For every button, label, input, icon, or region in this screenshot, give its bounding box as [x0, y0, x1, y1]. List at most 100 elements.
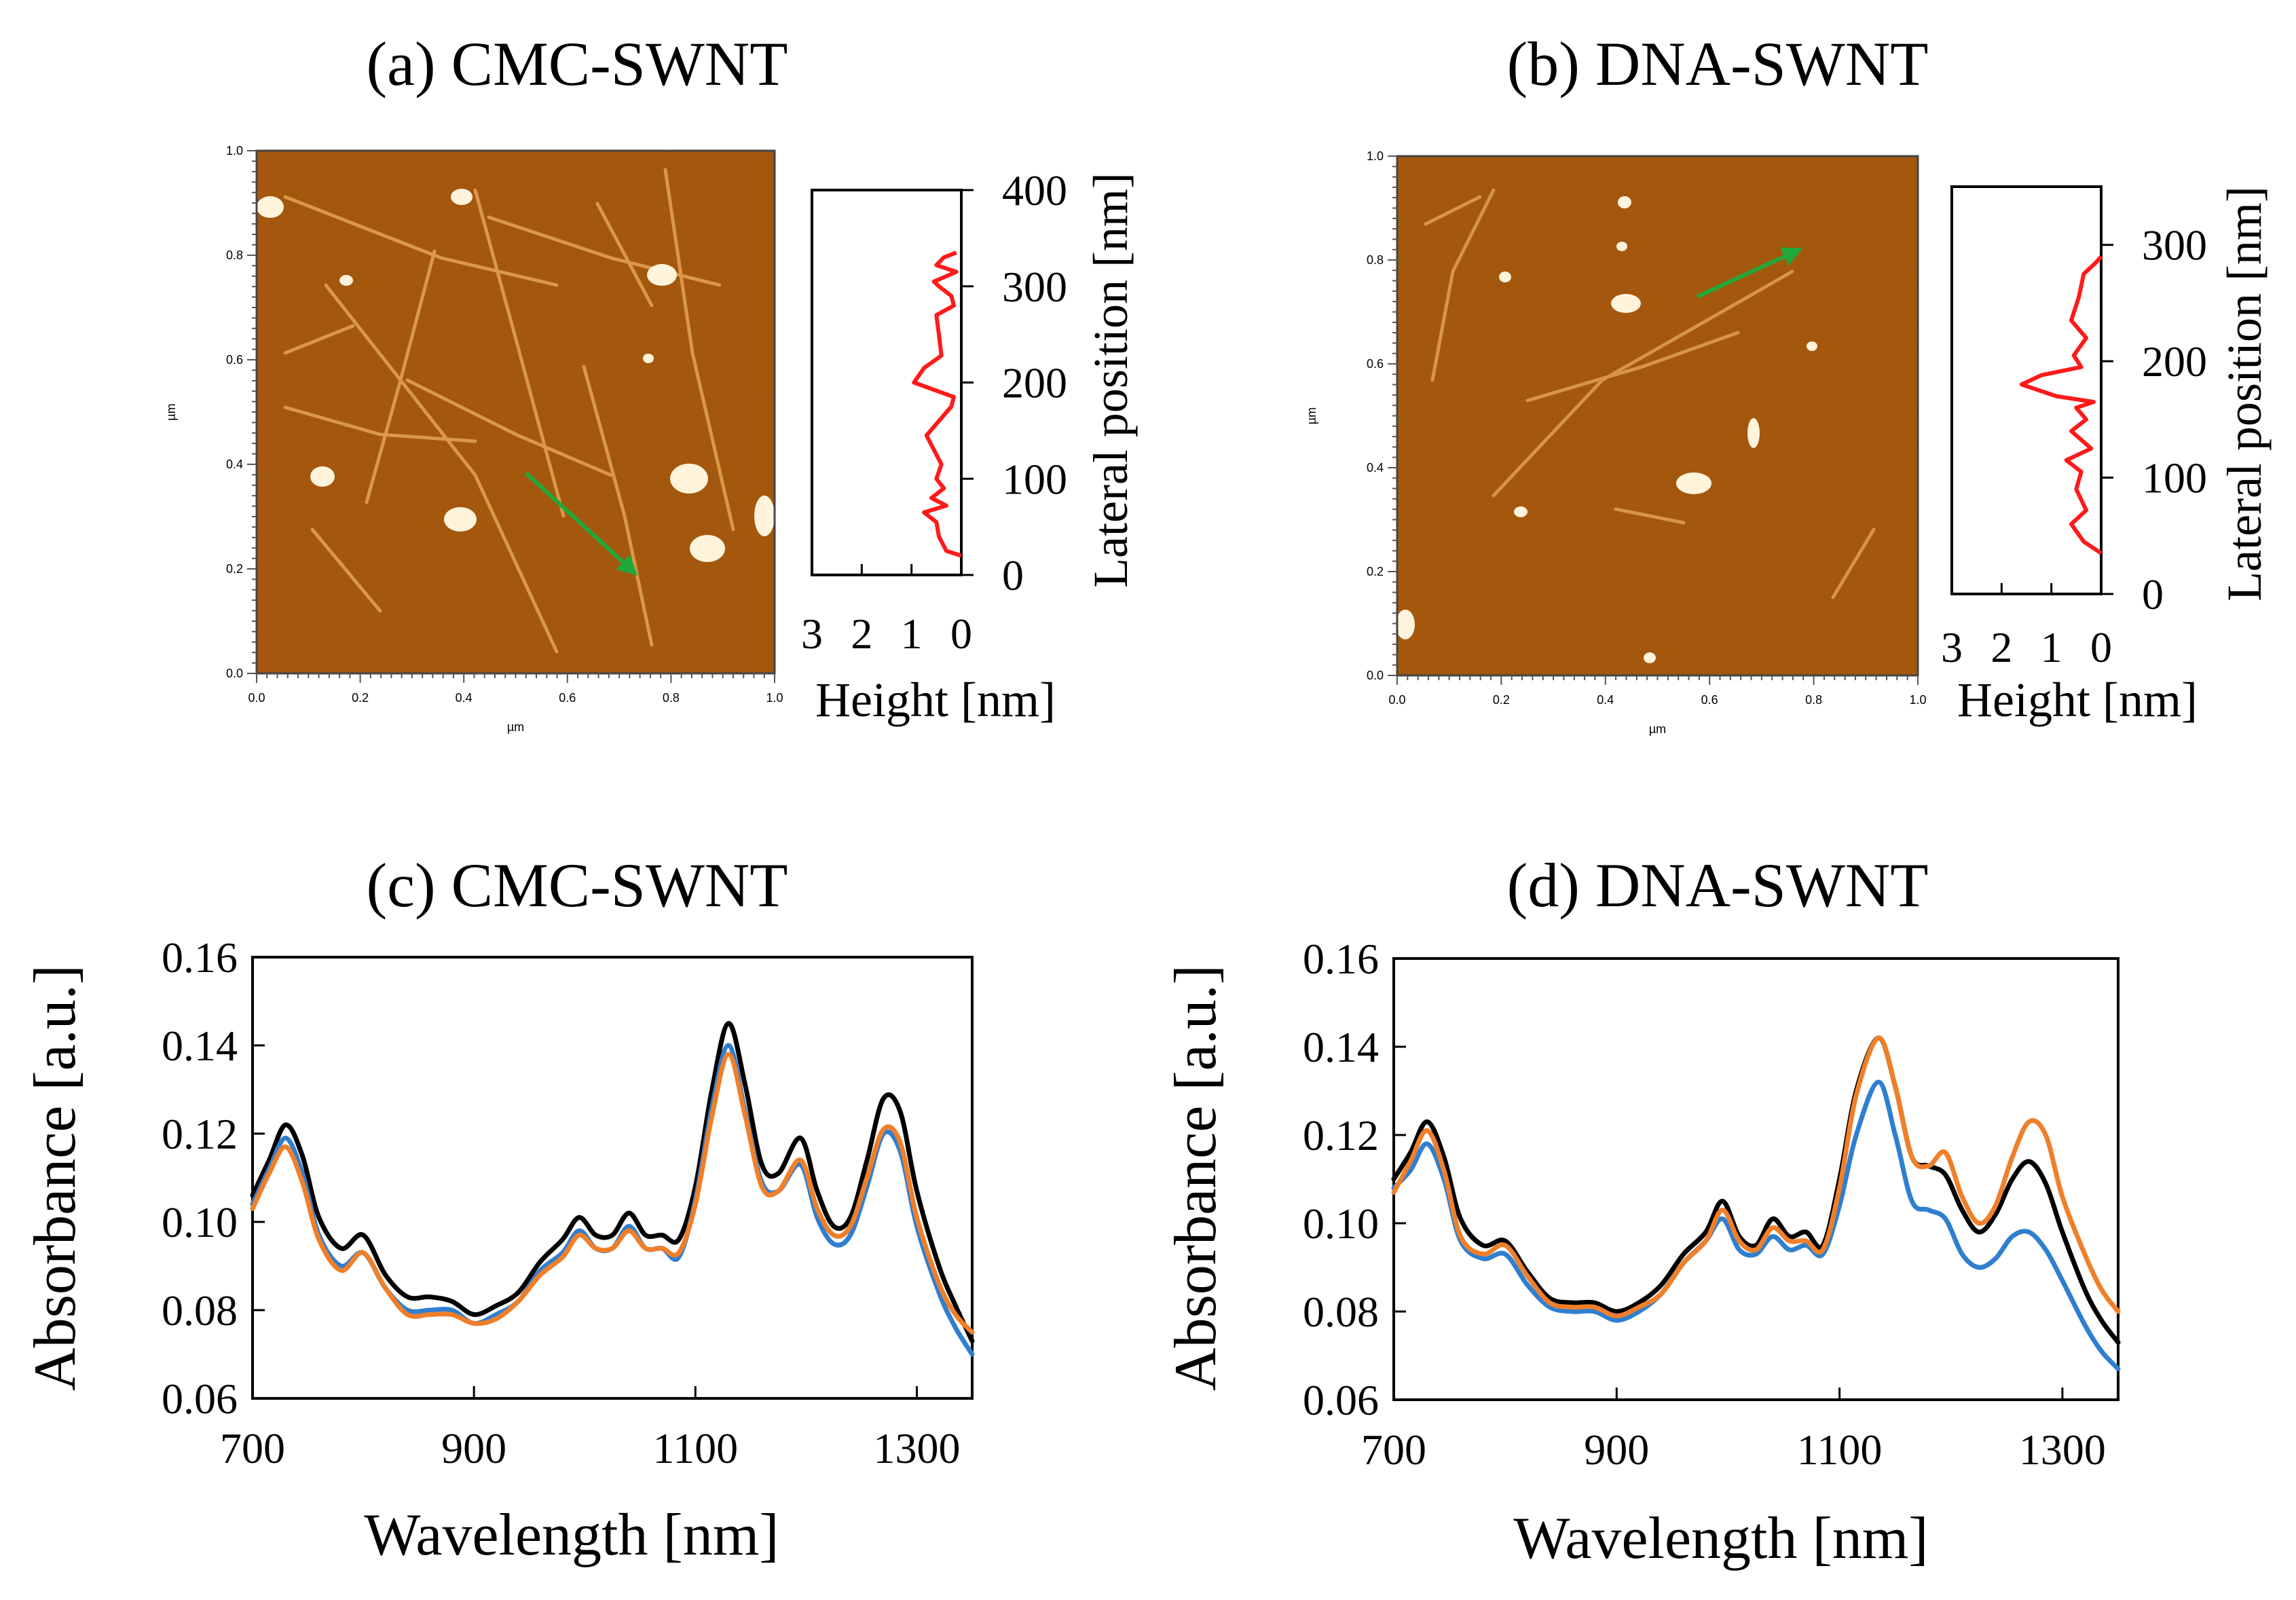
afm-image-a: 0.0 0.0 0.2 0.2 0.4 0.4 0.6 0.6 0.8 0.8 1.0 1.0 µm µm: [164, 144, 783, 734]
afm-b-x-tick-label: 0.8: [1805, 693, 1822, 707]
spectrum-d-series: [1391, 1035, 2121, 1371]
profile-a-y-tick-label: 300: [1002, 263, 1067, 311]
afm-b-grain: [1397, 156, 1918, 675]
spectrum-d-y-tick-label: 0.16: [1303, 935, 1379, 983]
afm-b-y-unit: µm: [1305, 407, 1318, 424]
spectrum-d-series-black: [1391, 1035, 2121, 1345]
spectrum-d-series-blue: [1391, 1079, 2121, 1371]
spectrum-c-x-tick-label: 1100: [652, 1424, 738, 1472]
spectrum-c-y-tick-label: 0.06: [162, 1375, 238, 1423]
afm-b-x-tick-label: 0.2: [1493, 693, 1510, 707]
afm-a-y-tick-label: 0.6: [226, 353, 243, 367]
spectrum-c-x-tick-label: 1300: [873, 1424, 960, 1472]
afm-a-x-tick-label: 0.2: [352, 691, 369, 705]
spectrum-d-x-tick-label: 1300: [2019, 1426, 2106, 1474]
spectrum-d-y-tick-label: 0.14: [1303, 1023, 1379, 1071]
profile-b-x-tick-label: 0: [2090, 623, 2112, 671]
spectrum-d-y-tick-label: 0.12: [1303, 1111, 1379, 1159]
panel-c-title: (c) CMC-SWNT: [367, 851, 788, 920]
spectrum-c-y-tick-label: 0.14: [162, 1022, 238, 1070]
afm-a-x-tick-label: 1.0: [766, 691, 783, 705]
afm-a-y-unit: µm: [164, 403, 178, 420]
profile-b-frame: [1950, 185, 2103, 595]
afm-a-x-tick-label: 0.6: [559, 691, 576, 705]
afm-a-y-tick-label: 0.4: [226, 458, 243, 471]
spectrum-c-y-tick-label: 0.08: [162, 1286, 238, 1335]
afm-a-y-tick-label: 0.8: [226, 248, 243, 262]
profile-a-y-tick-label: 400: [1002, 166, 1067, 215]
afm-a-y-tick-label: 1.0: [226, 144, 243, 157]
profile-b-y-tick-label: 300: [2142, 221, 2207, 269]
profile-a-frame: [811, 189, 963, 576]
profile-a-y-tick-label: 0: [1002, 551, 1024, 599]
profile-b-line: [2019, 255, 2103, 555]
afm-a-x-tick-label: 0.4: [456, 691, 473, 705]
profile-a-y-tick-label: 200: [1002, 359, 1067, 407]
spectrum-d-axes: 700 900 1100 1300 0.06 0.08 0.10 0.12 0.14 0.16: [1303, 935, 2106, 1474]
profile-b-y-tick-label: 100: [2142, 454, 2207, 502]
spectrum-c-series: [250, 1021, 975, 1357]
afm-b-y-tick-label: 0.8: [1367, 253, 1384, 267]
afm-b-y-tick-label: 0.2: [1367, 565, 1384, 578]
afm-a-particles: [257, 189, 775, 562]
panel-d-title: (d) DNA-SWNT: [1507, 851, 1929, 920]
afm-a-x-tick-label: 0.8: [663, 691, 680, 705]
panel-b-title: (b) DNA-SWNT: [1507, 29, 1929, 98]
afm-a-grain: [257, 151, 775, 673]
afm-image-b: 0.0 0.0 0.2 0.2 0.4 0.4 0.6 0.6 0.8 0.8 1.0 1.0 µm µm: [1305, 149, 1927, 736]
spectrum-d-frame: [1392, 957, 2119, 1401]
afm-b-y-tick-label: 1.0: [1367, 149, 1384, 163]
spectrum-d-y-tick-label: 0.08: [1303, 1288, 1379, 1336]
spectrum-d-xlabel: Wavelength [nm]: [1513, 1506, 1928, 1571]
profile-b-xlabel: Height [nm]: [1957, 673, 2198, 727]
spectrum-c: 700 900 1100 1300 0.06 0.08 0.10 0.12 0.14 0.16 W…: [22, 933, 975, 1568]
profile-a-ylabel: Lateral position [nm]: [1084, 172, 1138, 588]
spectrum-d-y-tick-label: 0.06: [1303, 1376, 1379, 1424]
afm-a-y-tick-label: 0.2: [226, 562, 243, 576]
spectrum-c-y-tick-label: 0.16: [162, 933, 238, 982]
afm-b-x-tick-label: 0.6: [1701, 693, 1718, 707]
afm-b-x-unit: µm: [1649, 722, 1666, 736]
afm-a-x-tick-label: 0.0: [248, 691, 265, 705]
profile-a-x-tick-label: 1: [901, 610, 923, 658]
spectrum-c-series-black: [250, 1021, 975, 1343]
profile-b-y-tick-label: 0: [2142, 570, 2164, 618]
afm-b-arrow: [1696, 247, 1803, 299]
spectrum-d-ylabel: Absorbance [a.u.]: [1163, 965, 1229, 1391]
spectrum-d: 700 900 1100 1300 0.06 0.08 0.10 0.12 0.14 0.16 W…: [1163, 935, 2121, 1571]
afm-b-y-tick-label: 0.4: [1367, 461, 1384, 475]
profile-a-line: [912, 250, 962, 558]
afm-b-x-tick-label: 0.0: [1388, 693, 1405, 707]
profile-b-x-tick-label: 3: [1941, 623, 1963, 671]
profile-b-x-tick-label: 2: [1991, 623, 2012, 671]
spectrum-d-series-orange: [1391, 1035, 2121, 1318]
profile-b-x-tick-label: 1: [2041, 623, 2062, 671]
spectrum-c-xlabel: Wavelength [nm]: [364, 1502, 779, 1568]
afm-b-x-tick-label: 0.4: [1597, 693, 1614, 707]
afm-a-x-unit: µm: [507, 720, 524, 734]
spectrum-c-axes: 700 900 1100 1300 0.06 0.08 0.10 0.12 0.14 0.16: [162, 933, 960, 1472]
profile-a-x-tick-label: 2: [851, 610, 872, 658]
spectrum-d-x-tick-label: 900: [1584, 1426, 1649, 1474]
afm-a-axes: 0.0 0.0 0.2 0.2 0.4 0.4 0.6 0.6 0.8 0.8 1.0 1.0 µm µm: [164, 144, 783, 734]
afm-a-fibers: [283, 168, 735, 654]
spectrum-d-x-tick-label: 700: [1361, 1426, 1426, 1474]
profile-b-y-tick-label: 200: [2142, 337, 2207, 386]
afm-b-y-tick-label: 0.6: [1367, 357, 1384, 371]
spectrum-d-y-tick-label: 0.10: [1303, 1199, 1379, 1248]
profile-a-x-tick-label: 3: [801, 610, 823, 658]
profile-a-y-tick-label: 100: [1002, 455, 1067, 503]
afm-b-y-tick-label: 0.0: [1367, 669, 1384, 682]
spectrum-c-y-tick-label: 0.10: [162, 1198, 238, 1246]
afm-b-axes: 0.0 0.0 0.2 0.2 0.4 0.4 0.6 0.6 0.8 0.8 1.0 1.0 µm µm: [1305, 149, 1927, 736]
afm-a-y-tick-label: 0.0: [226, 667, 243, 680]
profile-a-x-tick-label: 0: [950, 610, 972, 658]
afm-b-fibers: [1424, 188, 1876, 599]
spectrum-c-x-tick-label: 700: [220, 1424, 285, 1472]
profile-a-xlabel: Height [nm]: [815, 673, 1056, 727]
spectrum-c-x-tick-label: 900: [441, 1424, 506, 1472]
spectrum-c-series-orange: [250, 1052, 975, 1335]
